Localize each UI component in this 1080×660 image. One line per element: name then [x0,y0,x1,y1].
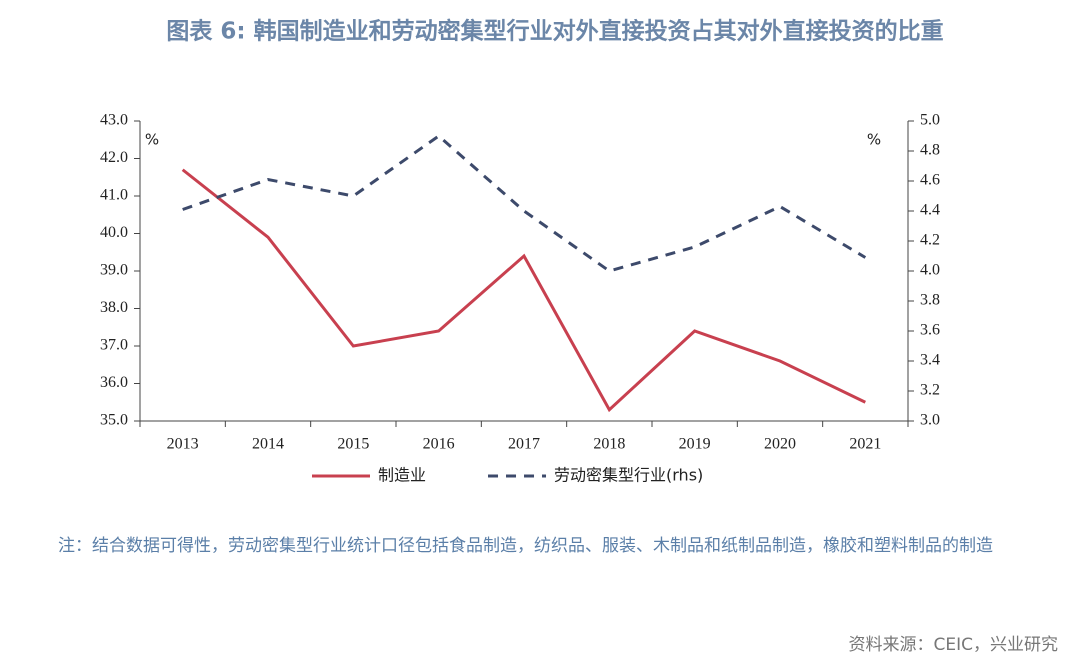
y2-tick-label: 4.4 [920,202,940,219]
y-tick-label: 37.0 [100,337,128,354]
y2-tick-label: 4.6 [920,172,940,189]
y2-tick-label: 3.0 [920,412,940,429]
series-line [182,134,867,273]
x-tick-label: 2020 [764,436,796,453]
x-tick-label: 2015 [337,436,369,453]
x-tick-label: 2017 [508,436,540,453]
y2-tick-label: 3.2 [920,382,940,399]
y-tick-label: 43.0 [100,112,128,129]
y2-tick-label: 3.4 [920,352,940,369]
legend-label: 劳动密集型行业(rhs) [554,466,703,485]
chart-title: 图表 6: 韩国制造业和劳动密集型行业对外直接投资占其对外直接投资的比重 [166,18,943,45]
note: 注：结合数据可得性，劳动密集型行业统计口径包括食品制造，纺织品、服装、木制品和纸… [58,536,993,556]
chart: 图表 6: 韩国制造业和劳动密集型行业对外直接投资占其对外直接投资的比重 % %… [100,18,944,485]
y-tick-label: 38.0 [100,299,128,316]
legend-label: 制造业 [378,466,426,485]
y2-tick-label: 5.0 [920,112,940,129]
y2-tick-label: 4.8 [920,142,940,159]
y-tick-label: 40.0 [100,224,128,241]
y-tick-label: 41.0 [100,187,128,204]
x-tick-label: 2014 [252,436,284,453]
x-tick-label: 2019 [679,436,711,453]
y2-tick-label: 3.6 [920,322,940,339]
y-tick-label: 36.0 [100,374,128,391]
x-tick-label: 2021 [849,436,881,453]
x-tick-label: 2016 [423,436,455,453]
y2-tick-label: 4.0 [920,262,940,279]
y-unit-label: % [145,131,159,149]
series-line [181,168,866,413]
y-tick-label: 35.0 [100,412,128,429]
source: 资料来源：CEIC，兴业研究 [848,635,1059,655]
y2-tick-label: 4.2 [920,232,940,249]
x-tick-label: 2013 [167,436,199,453]
x-tick-label: 2018 [593,436,625,453]
y-tick-label: 39.0 [100,262,128,279]
y2-unit-label: % [867,131,881,149]
y-tick-label: 42.0 [100,149,128,166]
y2-tick-label: 3.8 [920,292,940,309]
